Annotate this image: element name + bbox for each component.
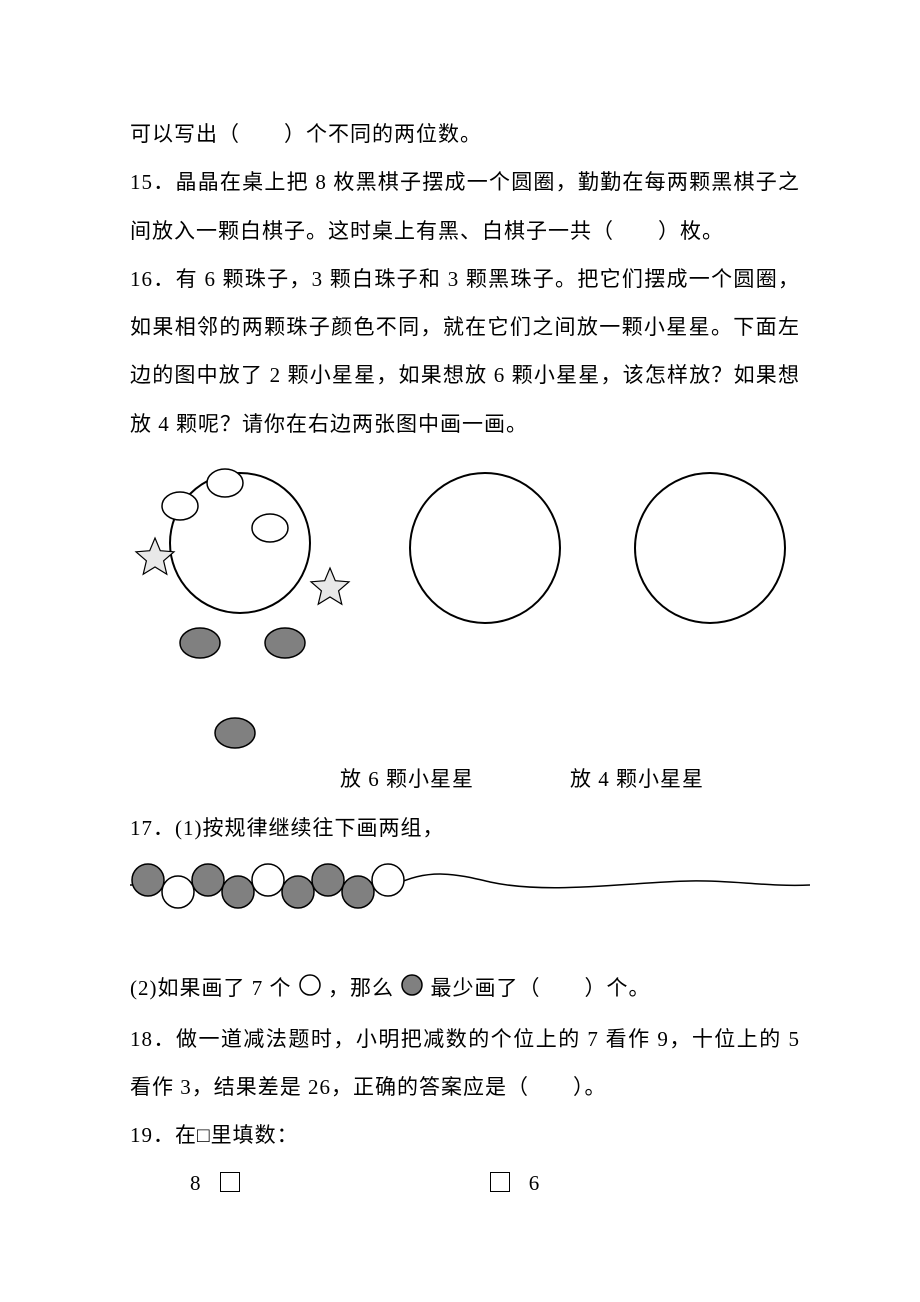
math-right-b: 6 xyxy=(529,1171,541,1195)
q17-1: 17．(1)按规律继续往下画两组， xyxy=(130,804,800,852)
math-left-a: 8 xyxy=(190,1171,202,1195)
q17-2: (2)如果画了 7 个 ，那么 最少画了（ ）个。 xyxy=(130,964,800,1014)
q17-2a: (2)如果画了 7 个 xyxy=(130,976,292,1000)
q19-math: 8 6 xyxy=(130,1159,800,1207)
caption-6-stars: 放 6 颗小星星 xyxy=(340,755,570,803)
math-left: 8 xyxy=(190,1159,490,1207)
q15: 15．晶晶在桌上把 8 枚黑棋子摆成一个圆圈，勤勤在每两颗黑棋子之间放入一颗白棋… xyxy=(130,158,800,255)
q17-2c: 最少画了（ ）个。 xyxy=(431,976,651,1000)
q16-captions: 放 6 颗小星星 放 4 颗小星星 xyxy=(130,755,800,803)
q17-beads xyxy=(130,857,800,944)
white-circle-icon xyxy=(298,966,322,1014)
q16: 16．有 6 颗珠子，3 颗白珠子和 3 颗黑珠子。把它们摆成一个圆圈，如果相邻… xyxy=(130,255,800,448)
math-right: 6 xyxy=(490,1159,790,1207)
gray-circle-icon xyxy=(400,966,424,1014)
q17-2b: ，那么 xyxy=(328,976,394,1000)
box-icon xyxy=(220,1172,240,1192)
q18: 18．做一道减法题时，小明把减数的个位上的 7 看作 9，十位上的 5 看作 3… xyxy=(130,1015,800,1112)
q14-tail: 可以写出（ ）个不同的两位数。 xyxy=(130,110,800,158)
caption-4-stars: 放 4 颗小星星 xyxy=(570,755,800,803)
q19: 19．在□里填数： xyxy=(130,1111,800,1159)
q16-diagram xyxy=(130,458,800,775)
box-icon xyxy=(490,1172,510,1192)
